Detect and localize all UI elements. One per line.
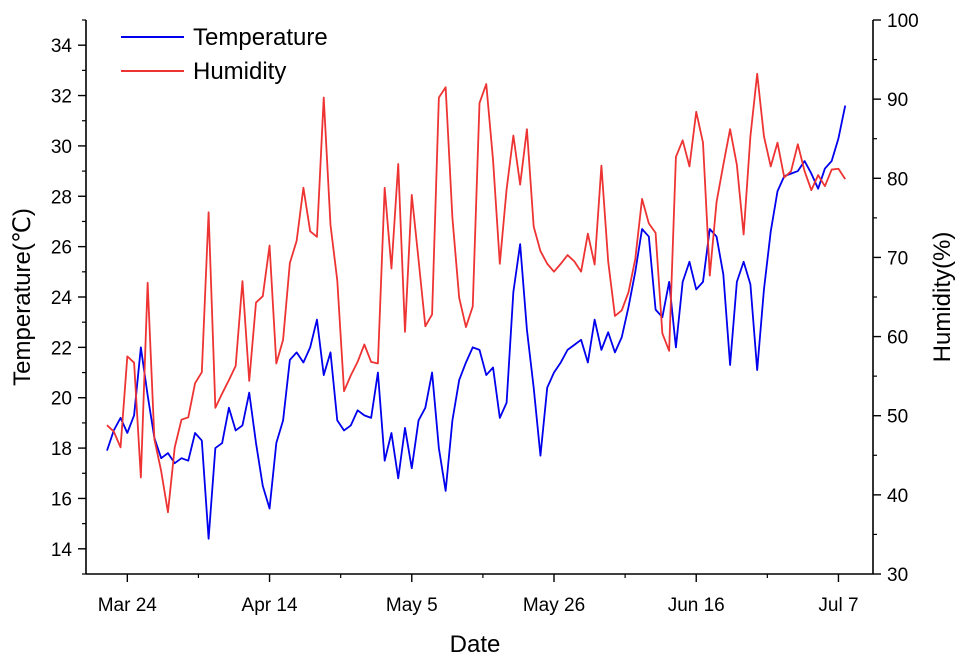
left-tick-label: 22 <box>51 338 72 359</box>
series-line-temperature <box>106 105 847 540</box>
legend-temperature-label: Temperature <box>193 24 328 51</box>
x-tick-label: Apr 14 <box>242 595 298 616</box>
left-tick-label: 16 <box>51 489 72 510</box>
x-tick-label: May 26 <box>523 595 585 616</box>
right-tick-label: 100 <box>887 11 919 32</box>
left-tick-label: 28 <box>51 187 72 208</box>
left-tick-label: 32 <box>51 87 72 108</box>
left-tick-label: 14 <box>51 540 73 561</box>
left-tick-label: 24 <box>51 288 73 309</box>
left-tick-label: 18 <box>51 439 72 460</box>
x-tick-label: May 5 <box>386 595 438 616</box>
right-tick-label: 60 <box>887 328 908 349</box>
x-axis-ticks: Mar 24 Apr 14 May 5 May 26 Jun 16 Jul 7 <box>98 574 859 616</box>
right-tick-label: 80 <box>887 169 908 190</box>
left-tick-label: 34 <box>51 36 73 57</box>
x-tick-label: Mar 24 <box>98 595 158 616</box>
right-tick-label: 30 <box>887 565 908 586</box>
right-axis-ticks: 30 40 50 60 70 80 90 100 <box>873 11 919 586</box>
left-axis-title: Temperature(℃) <box>9 208 36 386</box>
right-tick-label: 50 <box>887 407 908 428</box>
legend: Temperature Humidity <box>121 24 328 85</box>
series-line-humidity <box>106 72 846 514</box>
right-tick-label: 40 <box>887 486 908 507</box>
right-tick-label: 90 <box>887 90 908 111</box>
series-layer <box>106 72 847 540</box>
x-axis-title: Date <box>450 631 501 658</box>
left-axis-ticks: 14 16 18 20 22 24 26 28 30 32 34 <box>51 19 86 575</box>
right-axis-title: Humidity(%) <box>929 232 956 363</box>
x-tick-label: Jul 7 <box>818 595 858 616</box>
left-tick-label: 30 <box>51 137 72 158</box>
legend-humidity-label: Humidity <box>193 58 286 85</box>
right-tick-label: 70 <box>887 248 908 269</box>
left-tick-label: 26 <box>51 238 72 259</box>
x-tick-label: Jun 16 <box>668 595 725 616</box>
left-tick-label: 20 <box>51 389 72 410</box>
